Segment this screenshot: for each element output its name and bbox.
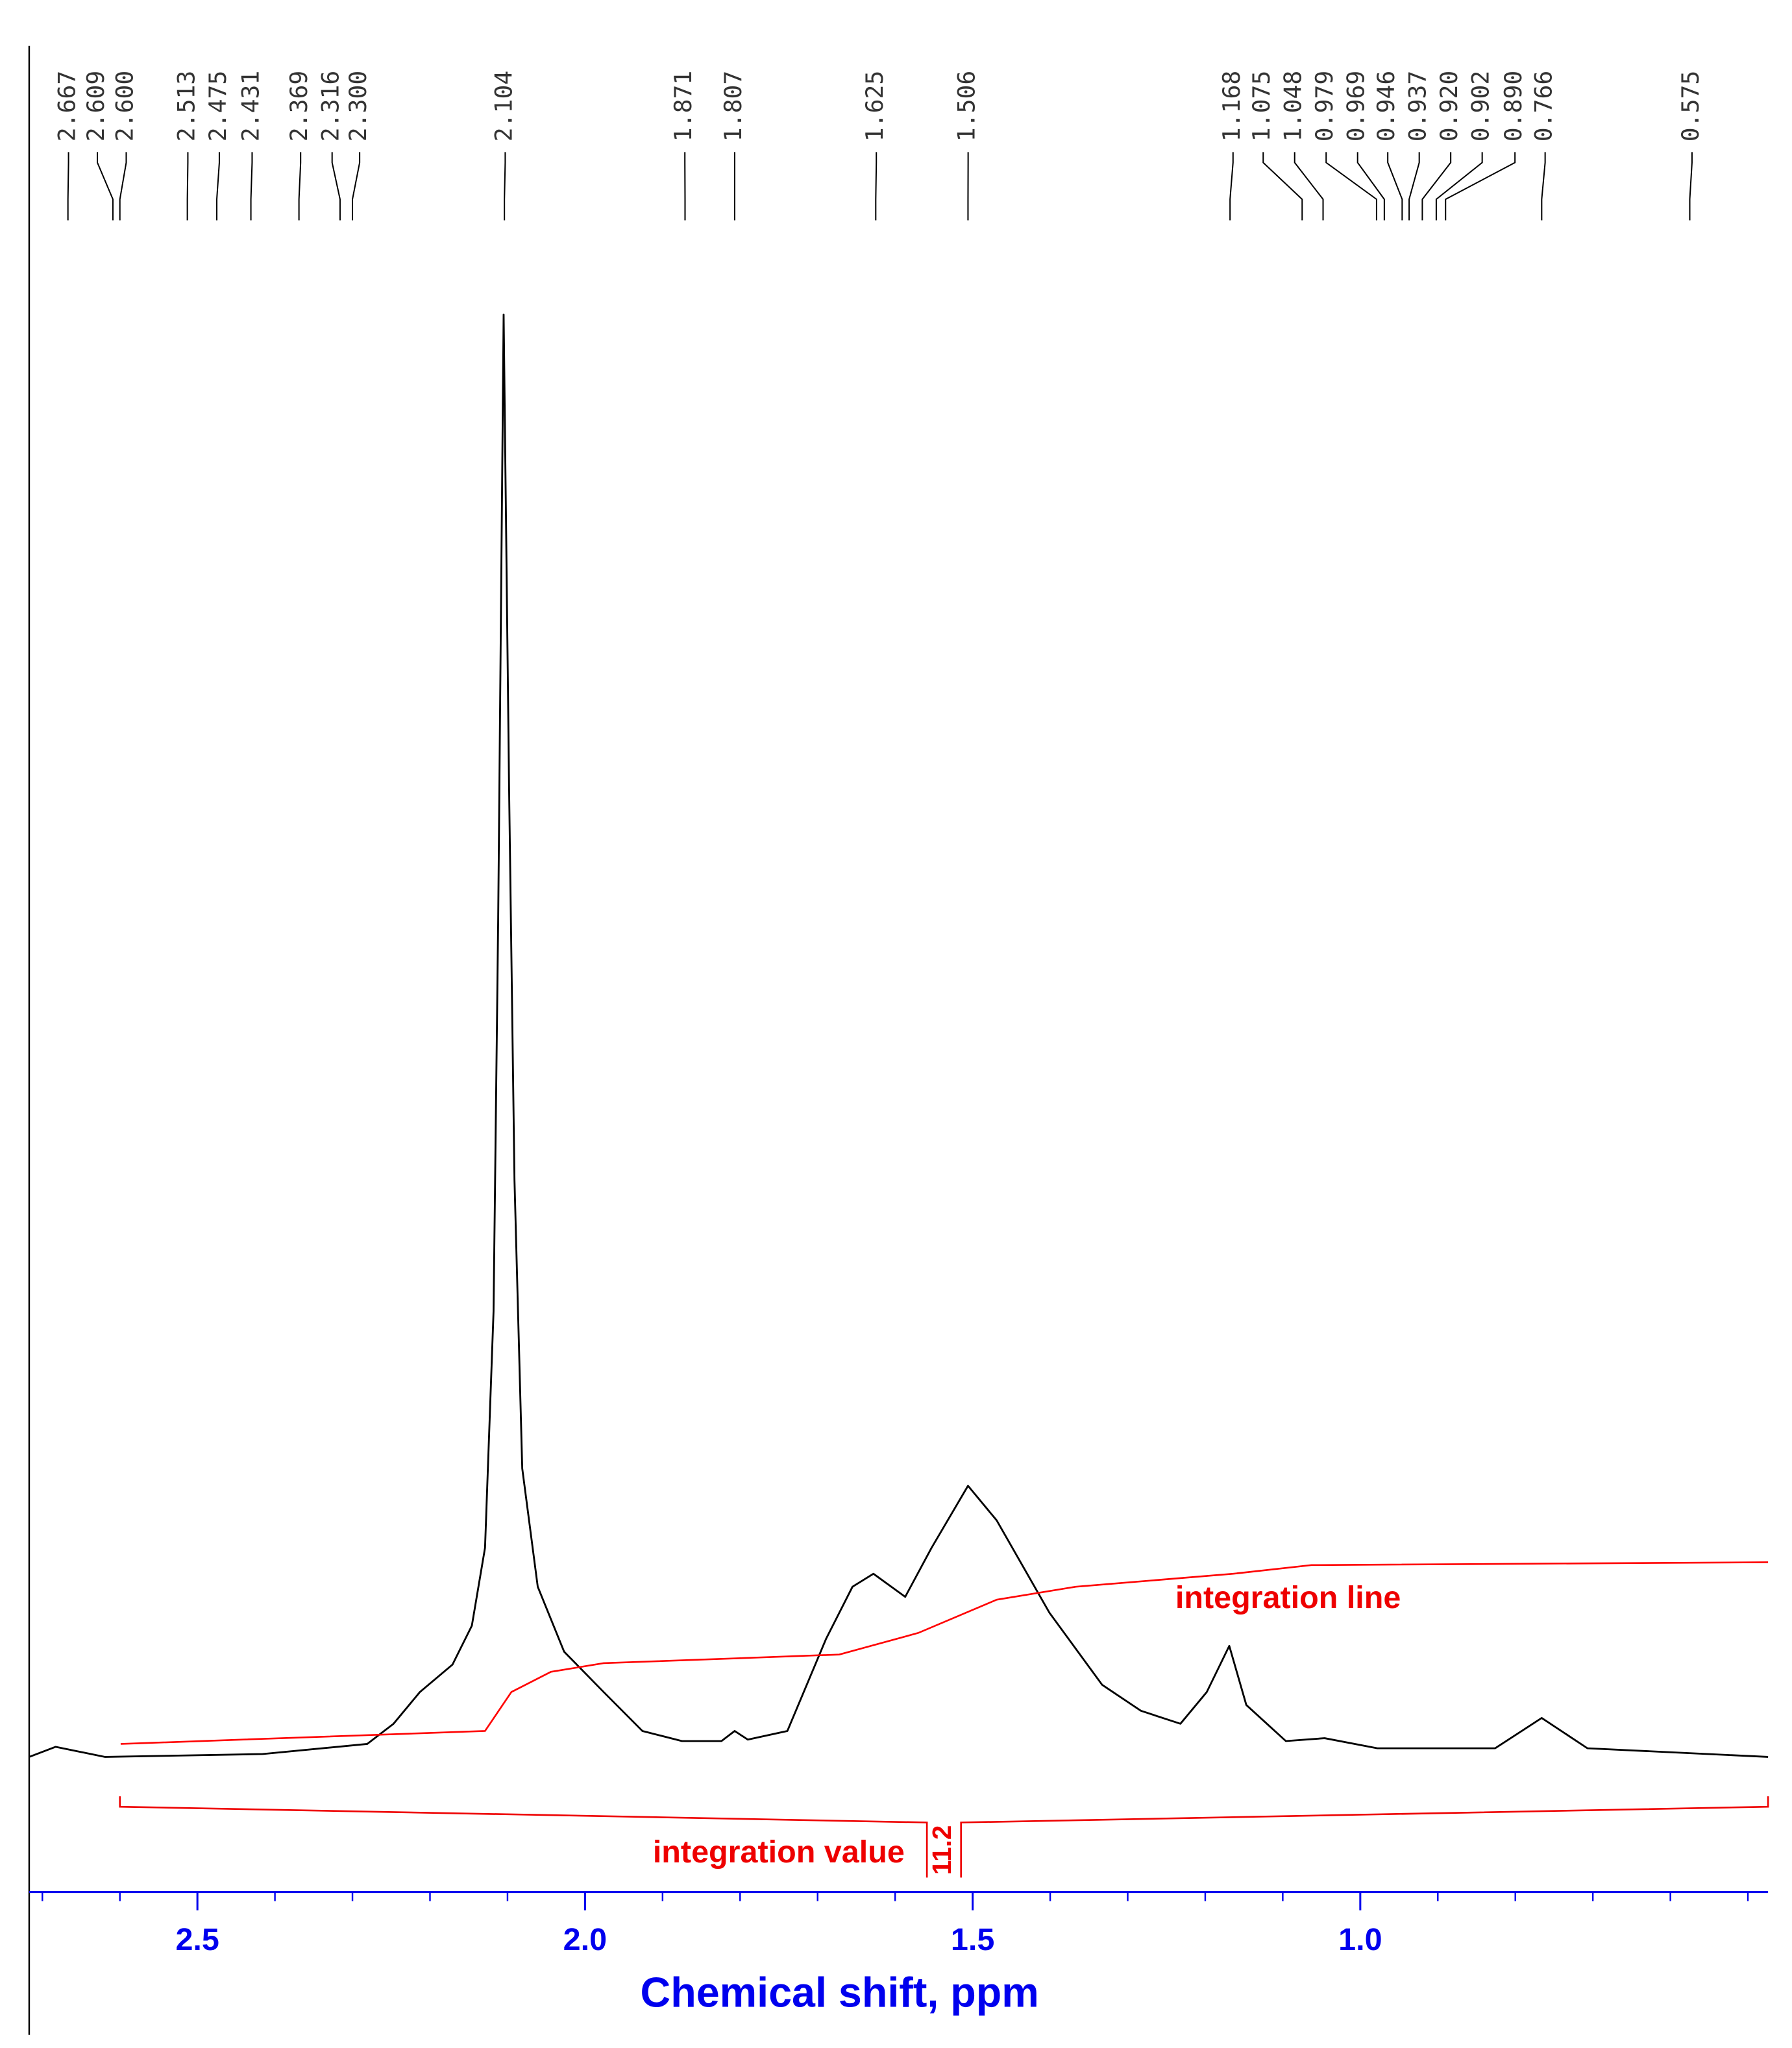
x-tick-label: 1.0: [1338, 1922, 1382, 1957]
peak-leader: [1294, 152, 1324, 221]
peak-leader: [216, 152, 220, 221]
peak-label: 2.369: [285, 71, 313, 141]
integral-value: 11.2: [927, 1825, 957, 1875]
integration-line-label: integration line: [1175, 1580, 1401, 1615]
peak-leader: [352, 152, 361, 221]
x-tick-label: 2.0: [563, 1922, 607, 1957]
peak-label: 0.969: [1342, 71, 1370, 141]
peak-label: 1.807: [719, 71, 747, 141]
spectrum-line: [29, 313, 1769, 1758]
peak-label: 1.871: [669, 71, 697, 141]
x-tick-label: 2.5: [175, 1922, 219, 1957]
peak-leader: [298, 152, 302, 221]
integration-line: [120, 1561, 1769, 1745]
x-tick-label: 1.5: [951, 1922, 994, 1957]
peak-label: 0.890: [1499, 71, 1527, 141]
peak-leader: [1262, 152, 1303, 221]
peak-label: 1.168: [1218, 71, 1246, 141]
peak-label: 2.600: [110, 71, 138, 141]
peak-leader: [67, 152, 69, 221]
peak-label: 1.506: [953, 71, 981, 141]
peak-label: 0.946: [1372, 71, 1400, 141]
peak-label: 0.902: [1467, 71, 1495, 141]
peak-label: 1.625: [861, 71, 889, 141]
integral-bracket: [119, 1796, 1769, 1878]
peak-leader: [1325, 152, 1377, 221]
peak-label: 1.075: [1247, 71, 1275, 141]
peak-label: 0.979: [1310, 71, 1338, 141]
peak-leader: [504, 152, 506, 221]
peak-leader: [1689, 152, 1693, 221]
peak-leader: [1387, 152, 1403, 221]
peak-label: 0.937: [1404, 71, 1432, 141]
peak-label: 0.766: [1530, 71, 1558, 141]
peak-label: 2.300: [344, 71, 372, 141]
peak-label: 2.609: [82, 71, 110, 141]
peak-leader: [97, 152, 114, 221]
peak-leader: [1541, 152, 1546, 221]
peak-leader: [250, 152, 253, 221]
peak-leader: [1356, 152, 1385, 221]
peak-label: 0.575: [1676, 71, 1704, 141]
peak-label: 2.104: [489, 71, 517, 141]
peak-label: 1.048: [1279, 71, 1307, 141]
peak-label: 0.920: [1435, 71, 1463, 141]
peak-label: 2.667: [53, 71, 81, 141]
peak-leader: [1421, 152, 1452, 221]
peak-label: 2.475: [204, 71, 232, 141]
peak-leader: [1435, 152, 1483, 221]
integral-label: integration value: [653, 1835, 905, 1870]
peak-label: 2.431: [236, 71, 264, 141]
peak-label: 2.316: [317, 71, 345, 141]
peak-label: 2.513: [172, 71, 200, 141]
peak-leader: [1408, 152, 1420, 221]
peak-leader: [331, 152, 341, 221]
peak-leader: [119, 152, 127, 221]
peak-leader: [1229, 152, 1234, 221]
peak-leader: [1445, 152, 1516, 221]
x-axis-title: Chemical shift, ppm: [641, 1968, 1039, 2016]
